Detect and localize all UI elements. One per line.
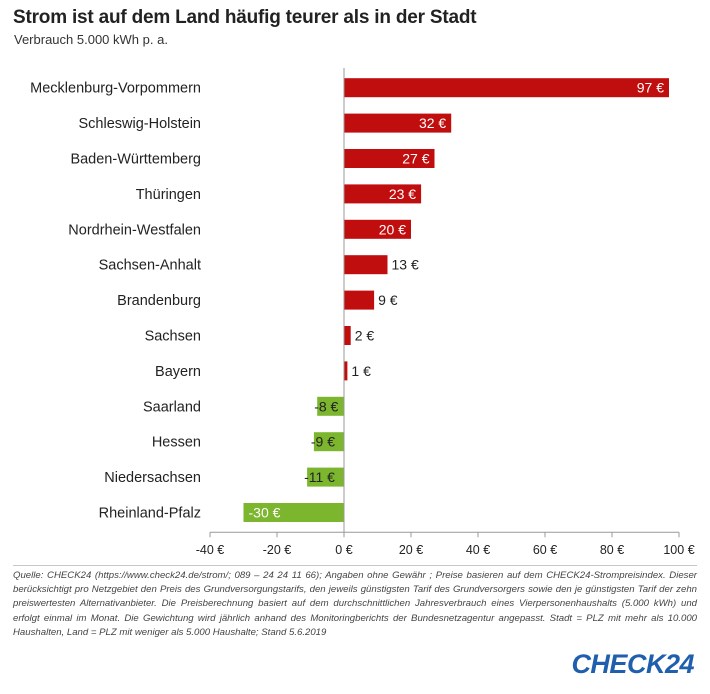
data-label: -8 € — [314, 398, 338, 414]
category-label: Brandenburg — [117, 293, 201, 309]
axis-layer: -40 € -20 € 0 € 20 € 40 € 60 € 80 € 100 € — [196, 68, 695, 557]
bar-2 — [344, 113, 452, 133]
logo-text: CHECK — [571, 649, 665, 679]
x-tick-label: 80 € — [600, 543, 624, 557]
data-label: -30 € — [249, 505, 281, 521]
data-label: 23 € — [389, 186, 416, 202]
source-footnote: Quelle: CHECK24 (https://www.check24.de/… — [13, 570, 697, 638]
data-label: 97 € — [637, 80, 664, 96]
logo-number: 24 — [664, 649, 695, 679]
bar-6 — [344, 255, 388, 275]
category-label: Nordrhein-Westfalen — [68, 222, 201, 238]
data-label: 20 € — [379, 221, 406, 237]
bars-layer — [243, 78, 669, 522]
x-tick-label: 40 € — [466, 543, 490, 557]
footer-divider — [13, 565, 697, 566]
category-label: Baden-Württemberg — [70, 152, 201, 168]
bar-chart: -40 € -20 € 0 € 20 € 40 € 60 € 80 € 100 € Meckl… — [30, 68, 695, 557]
chart-subtitle: Verbrauch 5.000 kWh p. a. — [14, 32, 168, 47]
data-label: 2 € — [355, 328, 375, 344]
bar-1 — [344, 78, 669, 98]
data-label: 32 € — [419, 115, 446, 131]
x-tick-label: 60 € — [533, 543, 557, 557]
bar-9 — [344, 361, 348, 381]
bar-7 — [344, 290, 375, 310]
category-label: Sachsen — [145, 329, 201, 345]
x-tick-label: 100 € — [663, 543, 694, 557]
x-tick-label: -40 € — [196, 543, 225, 557]
bar-5 — [344, 219, 411, 239]
data-label: 13 € — [392, 257, 419, 273]
data-label: 9 € — [378, 292, 398, 308]
category-label: Rheinland-Pfalz — [99, 506, 201, 522]
category-label: Bayern — [155, 364, 201, 380]
bar-10 — [317, 396, 344, 416]
data-label: 1 € — [351, 363, 371, 379]
category-label: Niedersachsen — [104, 470, 201, 486]
category-label: Saarland — [143, 399, 201, 415]
bar-12 — [307, 467, 344, 487]
bar-3 — [344, 149, 435, 168]
x-tick-label: -20 € — [263, 543, 292, 557]
data-label: 27 € — [402, 151, 429, 167]
labels-layer: Mecklenburg-Vorpommern 97 € Schleswig-Hols… — [30, 80, 664, 522]
bar-13 — [243, 503, 344, 522]
x-tick-label: 20 € — [399, 543, 423, 557]
x-tick-label: 0 € — [335, 543, 352, 557]
bar-4 — [344, 184, 422, 204]
category-label: Mecklenburg-Vorpommern — [30, 81, 201, 97]
data-label: -9 € — [311, 434, 335, 450]
category-label: Thüringen — [136, 187, 201, 203]
bar-11 — [313, 432, 344, 452]
data-label: -11 € — [304, 469, 335, 485]
category-label: Sachsen-Anhalt — [99, 258, 201, 274]
bar-8 — [344, 326, 351, 345]
check24-logo: CHECK24 — [571, 649, 694, 680]
category-label: Schleswig-Holstein — [79, 116, 202, 132]
category-label: Hessen — [152, 435, 201, 451]
chart-title: Strom ist auf dem Land häufig teurer als… — [13, 7, 477, 28]
